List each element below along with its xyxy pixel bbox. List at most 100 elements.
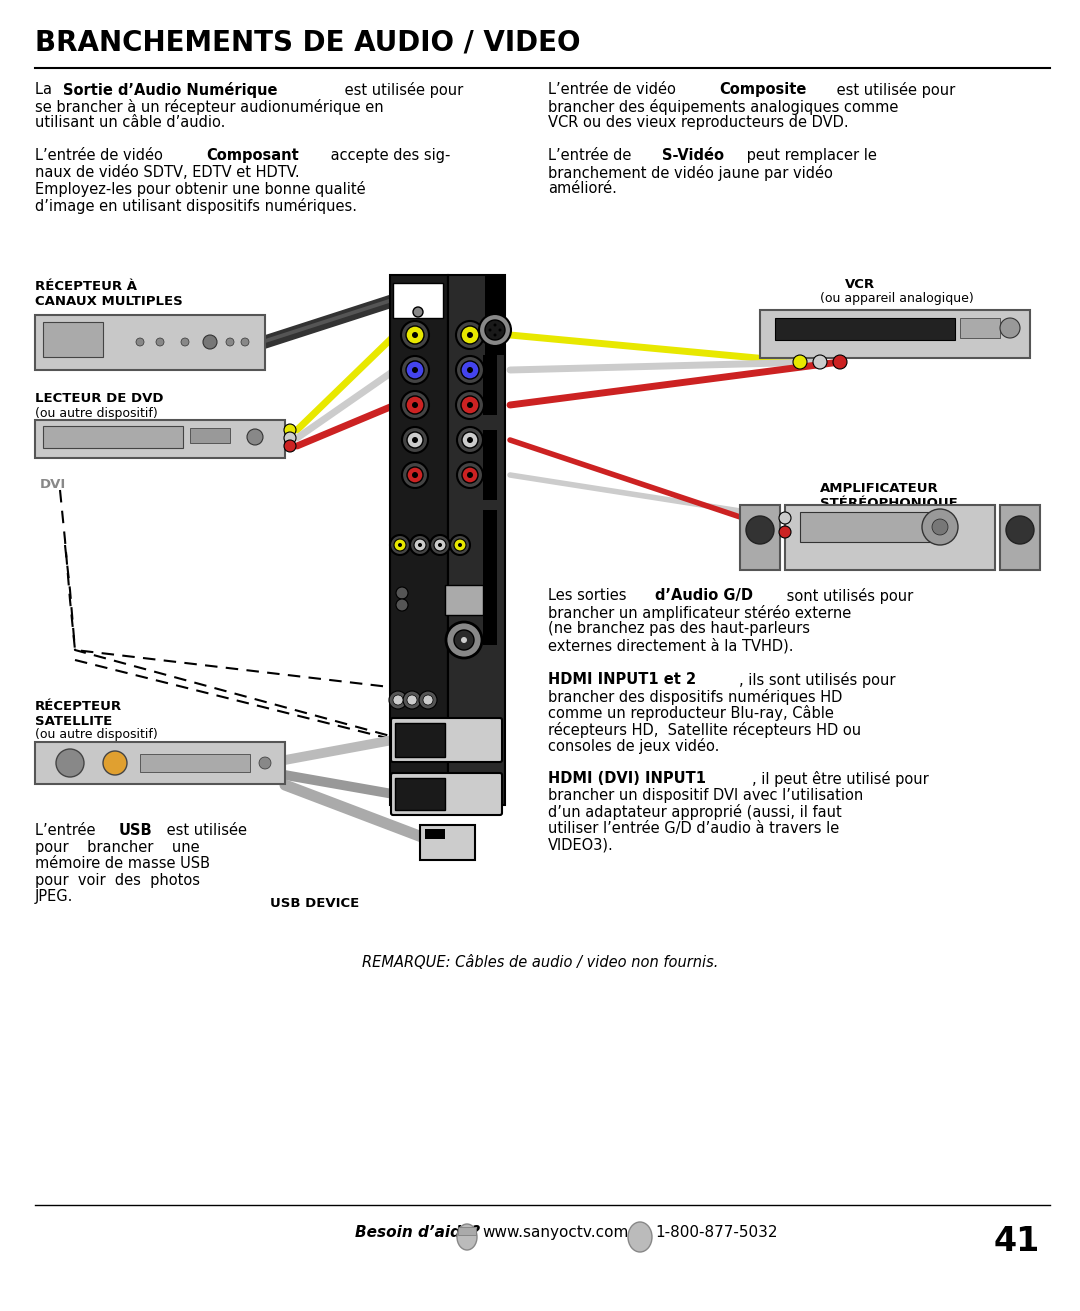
Text: S-Vidéo: S-Vidéo <box>662 148 724 163</box>
Text: R: R <box>468 472 472 477</box>
Circle shape <box>461 396 480 414</box>
Text: Composant: Composant <box>206 148 299 163</box>
Circle shape <box>390 535 410 555</box>
Text: VCR: VCR <box>845 278 875 291</box>
Circle shape <box>406 326 424 343</box>
Text: Homi: Homi <box>406 728 434 738</box>
Circle shape <box>430 535 450 555</box>
Circle shape <box>446 621 482 658</box>
Text: L’entrée de: L’entrée de <box>548 148 636 163</box>
Circle shape <box>411 472 418 479</box>
Circle shape <box>454 539 465 551</box>
Bar <box>395 722 445 756</box>
Text: se brancher à un récepteur audionumérique en: se brancher à un récepteur audionumériqu… <box>35 98 383 114</box>
Text: est utilisée pour: est utilisée pour <box>340 83 463 98</box>
Text: A
U
D
I
O
 
O
U
T: A U D I O O U T <box>488 435 491 476</box>
Circle shape <box>56 749 84 777</box>
Circle shape <box>411 367 418 374</box>
Circle shape <box>779 526 791 538</box>
Text: La: La <box>35 83 56 97</box>
Text: Y: Y <box>413 333 417 337</box>
Text: mémoire de masse USB: mémoire de masse USB <box>35 856 210 871</box>
Text: L’entrée: L’entrée <box>35 823 100 838</box>
Bar <box>395 777 445 810</box>
Circle shape <box>413 307 423 317</box>
Circle shape <box>241 338 249 346</box>
Text: VIDEO
INPUT
3: VIDEO INPUT 3 <box>399 513 421 530</box>
Circle shape <box>423 695 433 705</box>
Circle shape <box>103 751 127 775</box>
Bar <box>483 355 497 416</box>
Circle shape <box>284 440 296 452</box>
Circle shape <box>461 361 480 379</box>
Text: brancher un amplificateur stéréo externe: brancher un amplificateur stéréo externe <box>548 604 851 620</box>
Text: INPUT: INPUT <box>484 288 505 294</box>
Bar <box>43 323 103 357</box>
Text: www.sanyoctv.com: www.sanyoctv.com <box>482 1224 629 1240</box>
Text: JPEG.: JPEG. <box>35 889 73 905</box>
Bar <box>420 825 475 860</box>
Circle shape <box>454 631 474 650</box>
Circle shape <box>467 332 473 338</box>
Text: (DVI): (DVI) <box>410 739 430 746</box>
Circle shape <box>203 336 217 349</box>
Bar <box>393 283 443 319</box>
Text: P
C
 
I
N: P C I N <box>488 590 492 619</box>
Text: USB: USB <box>119 823 152 838</box>
Text: Pb: Pb <box>465 367 474 372</box>
Text: ◄  AUDIO: ◄ AUDIO <box>401 497 435 503</box>
Text: Pr: Pr <box>467 402 474 408</box>
Ellipse shape <box>627 1222 652 1252</box>
Circle shape <box>1000 319 1020 338</box>
Text: VIDEO
INPUT
3: VIDEO INPUT 3 <box>405 669 424 684</box>
Text: amélioré.: amélioré. <box>548 181 617 197</box>
Circle shape <box>458 543 462 547</box>
Text: pour  voir  des  photos: pour voir des photos <box>35 873 200 888</box>
Circle shape <box>456 357 484 384</box>
Text: récepteurs HD,  Satellite récepteurs HD ou: récepteurs HD, Satellite récepteurs HD o… <box>548 721 861 738</box>
Text: (MONO): (MONO) <box>404 423 426 427</box>
Text: PC
INPUT: PC INPUT <box>455 590 473 600</box>
Circle shape <box>401 357 429 384</box>
Bar <box>1000 505 1040 570</box>
Text: Les sorties: Les sorties <box>548 589 631 603</box>
Circle shape <box>399 543 402 547</box>
Circle shape <box>779 513 791 524</box>
Circle shape <box>226 338 234 346</box>
Text: R: R <box>440 471 445 476</box>
Circle shape <box>247 429 264 444</box>
Bar <box>140 754 249 772</box>
Text: L: L <box>468 438 472 443</box>
Circle shape <box>746 517 774 544</box>
Circle shape <box>461 326 480 343</box>
Bar <box>740 505 780 570</box>
Text: Pr: Pr <box>437 400 446 406</box>
Circle shape <box>401 391 429 420</box>
Circle shape <box>467 437 473 443</box>
Text: Pb: Pb <box>410 367 419 372</box>
Text: Y: Y <box>440 330 445 336</box>
Text: Besoin d’aide?: Besoin d’aide? <box>355 1224 481 1240</box>
Text: Composite: Composite <box>719 83 807 97</box>
Circle shape <box>450 535 470 555</box>
Circle shape <box>284 423 296 437</box>
Bar <box>485 305 505 355</box>
Text: (ou appareil analogique): (ou appareil analogique) <box>820 292 974 305</box>
Text: accepte des sig-: accepte des sig- <box>326 148 450 163</box>
Text: , il peut être utilisé pour: , il peut être utilisé pour <box>752 771 929 787</box>
Text: LECTEUR DE DVD: LECTEUR DE DVD <box>35 392 163 405</box>
Text: utilisant un câble d’audio.: utilisant un câble d’audio. <box>35 115 226 130</box>
Circle shape <box>259 756 271 770</box>
Circle shape <box>462 433 478 448</box>
Circle shape <box>419 691 437 709</box>
Text: (ou autre dispositif): (ou autre dispositif) <box>35 728 158 741</box>
Text: 41: 41 <box>994 1224 1040 1259</box>
Circle shape <box>467 367 473 374</box>
Circle shape <box>494 333 497 337</box>
Bar <box>760 309 1030 358</box>
Text: DIGITAL: DIGITAL <box>406 286 430 291</box>
Text: HDMI INPUT1 et 2: HDMI INPUT1 et 2 <box>548 673 697 687</box>
Bar <box>775 319 955 340</box>
Bar <box>483 510 497 590</box>
Bar <box>35 315 265 370</box>
